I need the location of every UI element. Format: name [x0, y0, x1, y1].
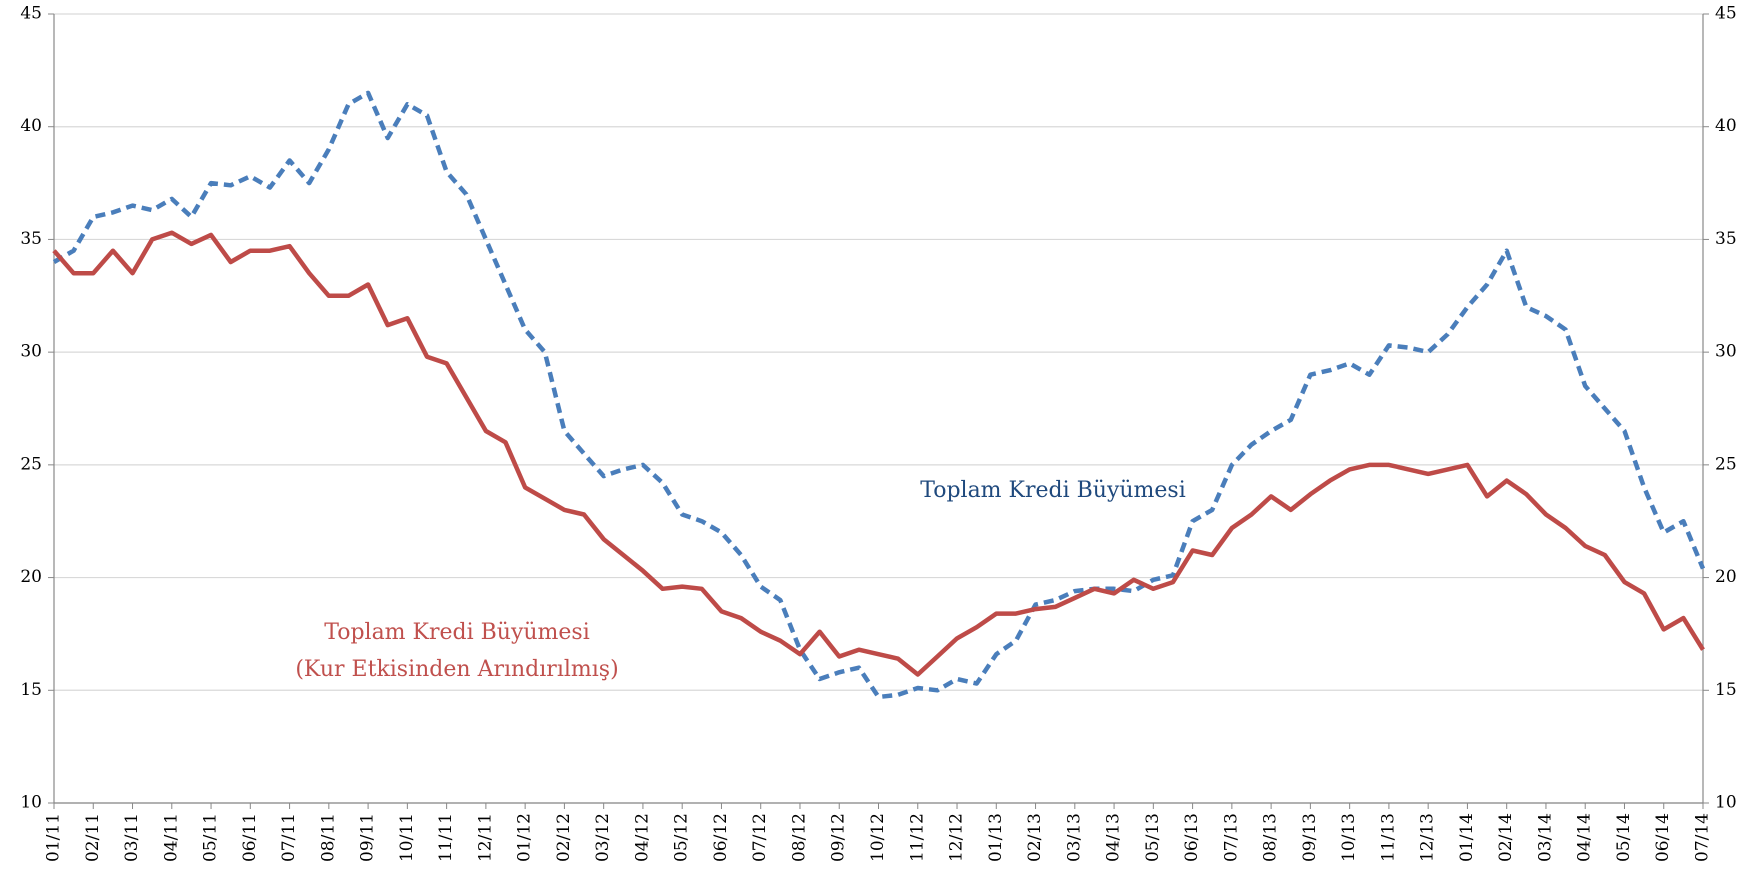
- y-tick-label: 25: [20, 454, 42, 474]
- annotation: Toplam Kredi Büyümesi: [920, 478, 1186, 503]
- y-tick-label: 30: [20, 342, 42, 362]
- x-tick-label: 06/12: [711, 813, 731, 862]
- x-tick-label: 05/14: [1614, 813, 1634, 862]
- x-tick-label: 04/13: [1104, 813, 1124, 862]
- x-tick-label: 08/12: [789, 813, 809, 862]
- x-tick-label: 07/11: [279, 813, 299, 862]
- x-tick-label: 11/13: [1378, 813, 1398, 862]
- x-tick-label: 05/11: [201, 813, 221, 862]
- x-tick-label: 02/13: [1025, 813, 1045, 862]
- y-tick-label: 20: [20, 567, 42, 587]
- x-tick-label: 02/14: [1496, 813, 1516, 862]
- x-tick-label: 05/13: [1143, 813, 1163, 862]
- x-tick-label: 07/14: [1693, 813, 1713, 862]
- x-tick-label: 11/11: [436, 813, 456, 862]
- x-tick-label: 08/11: [318, 813, 338, 862]
- x-tick-label: 06/11: [240, 813, 260, 862]
- y2-tick-label: 25: [1715, 454, 1737, 474]
- x-tick-label: 09/12: [829, 813, 849, 862]
- annotation: (Kur Etkisinden Arındırılmış): [295, 657, 618, 682]
- x-tick-label: 02/12: [554, 813, 574, 862]
- x-tick-label: 01/11: [44, 813, 64, 862]
- x-tick-label: 11/12: [907, 813, 927, 862]
- x-tick-label: 09/11: [358, 813, 378, 862]
- y2-tick-label: 20: [1715, 567, 1737, 587]
- y-tick-label: 15: [20, 680, 42, 700]
- y2-tick-label: 10: [1715, 793, 1737, 813]
- x-tick-label: 03/14: [1535, 813, 1555, 862]
- x-tick-label: 12/13: [1418, 813, 1438, 862]
- x-tick-label: 07/13: [1221, 813, 1241, 862]
- x-tick-label: 05/12: [672, 813, 692, 862]
- x-tick-label: 03/11: [122, 813, 142, 862]
- x-tick-label: 09/13: [1300, 813, 1320, 862]
- annotation: Toplam Kredi Büyümesi: [324, 620, 590, 645]
- x-tick-label: 01/13: [986, 813, 1006, 862]
- x-tick-label: 10/12: [868, 813, 888, 862]
- x-tick-label: 08/13: [1261, 813, 1281, 862]
- y2-tick-label: 15: [1715, 680, 1737, 700]
- x-tick-label: 06/14: [1653, 813, 1673, 862]
- y-tick-label: 40: [20, 116, 42, 136]
- y2-tick-label: 35: [1715, 229, 1737, 249]
- x-tick-label: 04/14: [1575, 813, 1595, 862]
- x-tick-label: 01/14: [1457, 813, 1477, 862]
- x-tick-label: 02/11: [83, 813, 103, 862]
- series-line: [52, 230, 1705, 677]
- y2-tick-label: 40: [1715, 116, 1737, 136]
- x-tick-label: 04/11: [161, 813, 181, 862]
- x-tick-label: 12/12: [947, 813, 967, 862]
- y-tick-label: 45: [20, 4, 42, 24]
- x-tick-label: 10/11: [397, 813, 417, 862]
- series-line: [52, 90, 1706, 700]
- y2-tick-label: 45: [1715, 4, 1737, 24]
- y2-tick-label: 30: [1715, 342, 1737, 362]
- y-tick-label: 35: [20, 229, 42, 249]
- x-tick-label: 12/11: [475, 813, 495, 862]
- x-tick-label: 03/12: [593, 813, 613, 862]
- x-tick-label: 04/12: [632, 813, 652, 862]
- x-tick-label: 03/13: [1064, 813, 1084, 862]
- x-tick-label: 10/13: [1339, 813, 1359, 862]
- x-tick-label: 07/12: [750, 813, 770, 862]
- x-tick-label: 01/12: [515, 813, 535, 862]
- y-tick-label: 10: [20, 793, 42, 813]
- x-tick-label: 06/13: [1182, 813, 1202, 862]
